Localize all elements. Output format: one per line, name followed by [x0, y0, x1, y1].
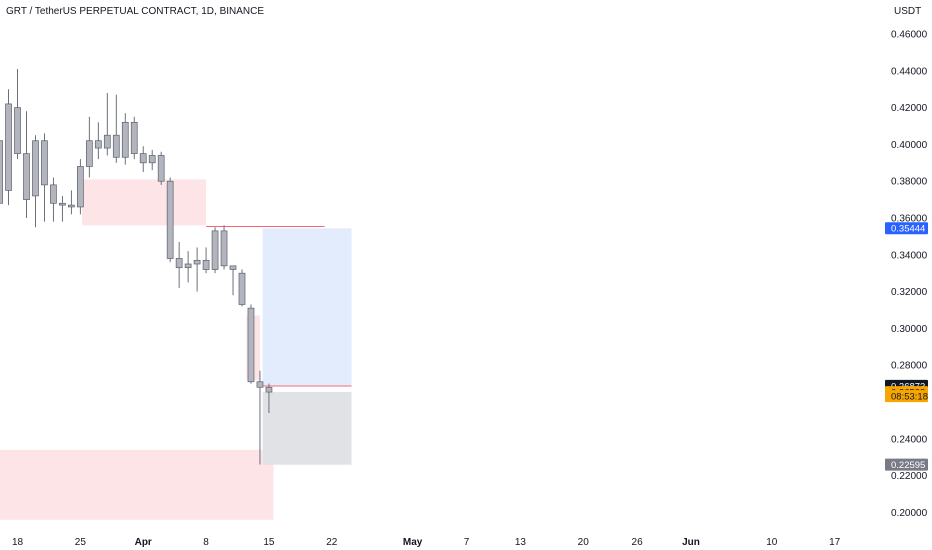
- candle-body: [50, 184, 57, 204]
- candle-body: [103, 134, 111, 149]
- price-tick-label: 0.22000: [891, 471, 928, 482]
- candle-body: [130, 121, 138, 154]
- time-tick-label: 15: [263, 537, 275, 548]
- plot-area[interactable]: [0, 0, 860, 530]
- supply-zone-upper[interactable]: [82, 179, 207, 226]
- target-zone[interactable]: [262, 228, 352, 386]
- stop-zone[interactable]: [262, 391, 352, 465]
- price-tag-label: 0.22595: [891, 460, 925, 471]
- candle-body: [5, 103, 12, 191]
- price-tick-label: 0.44000: [891, 66, 928, 77]
- candle-body: [202, 259, 210, 270]
- time-tick-label: 22: [326, 537, 338, 548]
- candle-body: [85, 140, 93, 167]
- time-tick-label: 10: [766, 537, 778, 548]
- demand-zone-bottom[interactable]: [0, 449, 274, 520]
- price-tick-label: 0.40000: [891, 140, 928, 151]
- time-tick-label: 7: [464, 537, 470, 548]
- time-tick-label: 26: [632, 537, 644, 548]
- price-tag-label: 08:53:18: [891, 392, 928, 403]
- candle-body: [77, 166, 84, 208]
- price-tick-label: 0.46000: [891, 30, 928, 41]
- price-tag[interactable]: [885, 458, 928, 471]
- price-tag[interactable]: [885, 222, 928, 235]
- candle-body: [112, 134, 120, 158]
- candle-body: [121, 121, 129, 158]
- price-tag[interactable]: [885, 390, 928, 403]
- candle-body: [41, 140, 48, 186]
- price-tick-label: 0.28000: [891, 361, 928, 372]
- price-tag-label: 0.35444: [891, 224, 925, 235]
- time-tick-label: 17: [829, 537, 841, 548]
- candle-body: [68, 204, 75, 208]
- price-tick-label: 0.34000: [891, 250, 928, 261]
- candle-body: [94, 140, 102, 149]
- candle-body: [14, 107, 21, 154]
- price-tick-label: 0.38000: [891, 177, 928, 188]
- candle-body: [0, 140, 3, 204]
- candle-body: [59, 202, 66, 206]
- candle-body: [148, 155, 156, 164]
- price-tick-label: 0.20000: [891, 508, 928, 519]
- candle-body: [23, 153, 30, 200]
- candle-body: [211, 230, 219, 270]
- candle-body: [175, 258, 183, 269]
- price-tick-label: 0.32000: [891, 287, 928, 298]
- time-tick-label: Apr: [135, 537, 152, 548]
- time-tick-label: 8: [203, 537, 209, 548]
- price-tick-label: 0.42000: [891, 103, 928, 114]
- time-tick-label: 25: [75, 537, 87, 548]
- candle-body: [256, 381, 264, 388]
- time-tick-label: May: [403, 537, 423, 548]
- currency-label[interactable]: USDT: [894, 6, 922, 17]
- candle-body: [32, 140, 39, 197]
- time-tick-label: 18: [12, 537, 24, 548]
- candle-body: [238, 272, 246, 305]
- symbol-title[interactable]: GRT / TetherUS PERPETUAL CONTRACT, 1D, B…: [6, 6, 265, 17]
- time-tick-label: 20: [578, 537, 590, 548]
- candle-body: [157, 155, 165, 182]
- candle-body: [220, 230, 228, 267]
- candle-body: [193, 259, 201, 265]
- price-tick-label: 0.36000: [891, 214, 928, 225]
- candle-body: [265, 386, 273, 393]
- time-tick-label: 13: [515, 537, 527, 548]
- candle-body: [247, 307, 255, 383]
- candle-body: [184, 263, 192, 269]
- price-tick-label: 0.30000: [891, 324, 928, 335]
- candle-body: [166, 180, 174, 259]
- candle-body: [229, 265, 237, 270]
- candle-body: [139, 153, 147, 164]
- price-tick-label: 0.24000: [891, 434, 928, 445]
- time-tick-label: Jun: [682, 537, 700, 548]
